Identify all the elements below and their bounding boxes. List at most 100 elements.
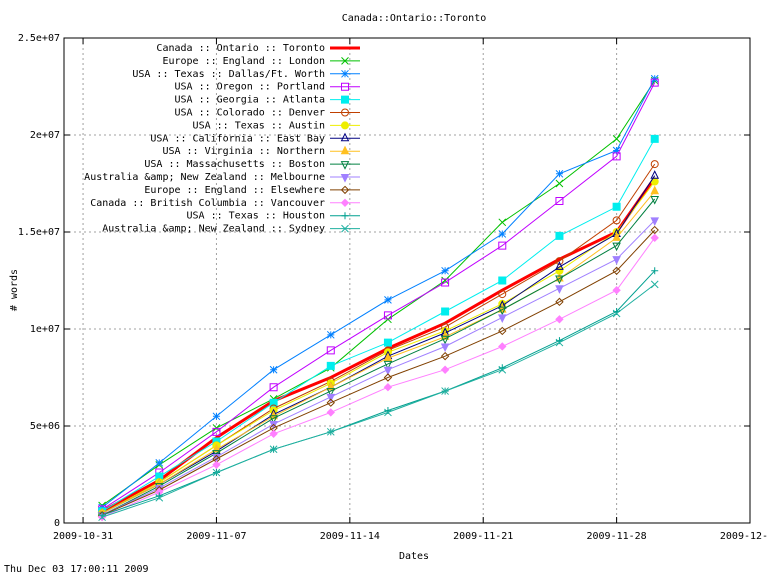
series-line xyxy=(101,82,656,510)
legend-label: USA :: Colorado :: Denver xyxy=(174,108,325,119)
legend-marker xyxy=(341,69,349,78)
data-point xyxy=(498,365,507,374)
x-tick-label: 2009-12-05 xyxy=(720,531,768,542)
x-tick-label: 2009-11-14 xyxy=(320,531,380,542)
legend-label: Canada :: British Columbia :: Vancouver xyxy=(90,198,325,209)
data-point xyxy=(612,309,621,318)
data-point xyxy=(383,373,393,382)
data-point xyxy=(651,267,659,275)
data-point xyxy=(650,160,659,169)
y-tick-label: 1.5e+07 xyxy=(18,227,60,238)
data-point xyxy=(555,179,564,188)
data-point xyxy=(269,429,278,438)
y-tick-label: 0 xyxy=(54,518,60,529)
data-point xyxy=(384,408,392,417)
legend-label: USA :: Virginia :: Northern xyxy=(162,146,325,157)
data-point xyxy=(326,361,335,370)
data-point xyxy=(650,233,659,243)
series-line xyxy=(101,229,656,516)
plot-frame xyxy=(63,37,751,524)
legend-marker xyxy=(340,161,350,170)
data-point xyxy=(212,412,221,421)
data-point xyxy=(650,280,659,289)
data-point xyxy=(650,185,660,195)
data-point xyxy=(326,346,335,355)
chart-title: Canada::Ontario::Toronto xyxy=(342,13,487,24)
data-point xyxy=(498,326,507,336)
legend-label: Australia &amp; New Zealand :: Melbourne xyxy=(84,172,325,183)
data-point xyxy=(383,366,393,376)
data-point xyxy=(384,296,392,304)
data-point xyxy=(498,276,507,285)
data-point xyxy=(383,338,392,347)
legend-marker xyxy=(340,145,350,155)
legend-label: Europe :: England :: London xyxy=(162,56,325,67)
y-tick-label: 2e+07 xyxy=(30,130,60,141)
series-line xyxy=(101,198,656,516)
legend-label: USA :: California :: East Bay xyxy=(150,133,325,144)
data-point xyxy=(212,427,221,436)
legend-marker xyxy=(341,57,349,65)
data-point xyxy=(155,459,164,467)
data-point xyxy=(498,241,507,250)
legend-label: USA :: Texas :: Houston xyxy=(187,211,325,222)
data-point xyxy=(441,278,450,287)
data-point xyxy=(555,315,564,324)
data-point xyxy=(497,314,507,323)
data-point xyxy=(98,513,106,522)
data-point xyxy=(612,152,621,161)
data-point xyxy=(269,383,278,392)
data-point xyxy=(326,393,336,403)
y-tick-label: 5e+06 xyxy=(30,421,60,432)
data-point xyxy=(612,216,621,225)
legend-marker xyxy=(341,82,349,91)
legend-marker xyxy=(341,212,349,220)
data-point xyxy=(555,338,564,347)
x-tick-label: 2009-11-21 xyxy=(453,531,513,542)
data-point xyxy=(498,290,507,299)
data-point xyxy=(440,335,450,345)
data-point xyxy=(383,360,393,370)
data-point xyxy=(269,445,278,454)
y-tick-label: 1e+07 xyxy=(30,324,60,335)
data-point xyxy=(498,342,507,351)
data-point xyxy=(612,242,621,252)
data-point xyxy=(612,256,621,265)
legend-marker xyxy=(340,108,350,117)
timestamp: Thu Dec 03 17:00:11 2009 xyxy=(4,564,149,575)
legend-label: USA :: Texas :: Austin xyxy=(193,120,325,131)
data-point xyxy=(612,146,621,155)
x-tick-label: 2009-10-31 xyxy=(53,531,113,542)
data-point xyxy=(555,196,564,205)
x-tick-label: 2009-11-28 xyxy=(587,531,647,542)
legend-marker xyxy=(340,121,350,130)
data-point xyxy=(441,387,449,395)
y-tick-label: 2.5e+07 xyxy=(18,33,60,44)
data-point xyxy=(612,266,621,276)
data-point xyxy=(650,225,659,235)
legend-label: Australia &amp; New Zealand :: Sydney xyxy=(102,224,325,235)
data-point xyxy=(555,169,564,178)
data-point xyxy=(212,460,221,470)
data-point xyxy=(441,276,449,285)
data-point xyxy=(441,266,449,275)
x-tick-label: 2009-11-07 xyxy=(186,531,246,542)
data-point xyxy=(612,202,621,211)
data-point xyxy=(212,443,221,453)
legend-marker xyxy=(340,174,350,183)
legend-label: USA :: Texas :: Dallas/Ft. Worth xyxy=(132,69,325,80)
y-axis-label: # words xyxy=(9,269,20,311)
data-point xyxy=(555,297,564,307)
x-axis-label: Dates xyxy=(399,551,429,562)
data-point xyxy=(326,388,336,397)
legend-marker xyxy=(340,132,350,142)
data-point xyxy=(326,330,335,339)
data-point xyxy=(383,382,393,392)
data-point xyxy=(326,427,335,436)
data-point xyxy=(555,275,564,285)
legend-marker xyxy=(340,198,350,208)
data-point xyxy=(383,352,393,362)
legend-label: Europe :: England :: Elsewhere xyxy=(144,185,325,196)
